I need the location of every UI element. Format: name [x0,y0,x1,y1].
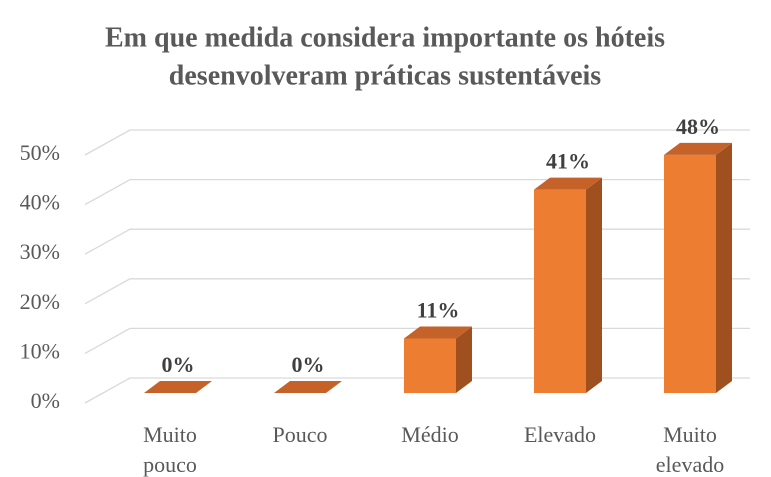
y-tick-label: 30% [20,239,60,264]
grid-line [84,228,750,255]
bar-top [664,142,732,155]
x-tick-label: Muito elevado [656,422,724,477]
grid-line [84,178,750,206]
y-tick-label: 0% [31,388,60,413]
value-label: 41% [546,149,590,174]
value-label: 0% [162,352,195,377]
y-tick-label: 20% [20,289,60,314]
y-tick-label: 50% [20,140,60,165]
bar [274,381,342,393]
value-label: 48% [676,114,720,139]
bar-side [586,177,602,393]
x-tick-label: Elevado [524,422,596,447]
bar [664,142,732,393]
x-tick-label: Pouco [273,422,328,447]
bar-front [534,189,586,393]
x-tick-label: Médio [401,422,458,447]
x-tick-label: Muito pouco [143,422,197,477]
bar-front [404,338,456,393]
bar-top [274,381,342,393]
bar-top [404,326,472,339]
bar-top [534,177,602,190]
bar-side [716,142,732,393]
value-label: 11% [417,297,460,322]
bar-top [144,381,212,393]
value-label: 0% [292,352,325,377]
bar-side [456,326,472,393]
grid-line [84,129,750,156]
bar [404,326,472,393]
y-tick-label: 40% [20,190,60,215]
chart-title: Em que medida considera importante os hó… [105,22,665,53]
y-tick-label: 10% [20,338,60,363]
bar-front [664,154,716,393]
bar [534,177,602,393]
bar [144,381,212,393]
chart-title: desenvolveram práticas sustentáveis [169,60,602,91]
